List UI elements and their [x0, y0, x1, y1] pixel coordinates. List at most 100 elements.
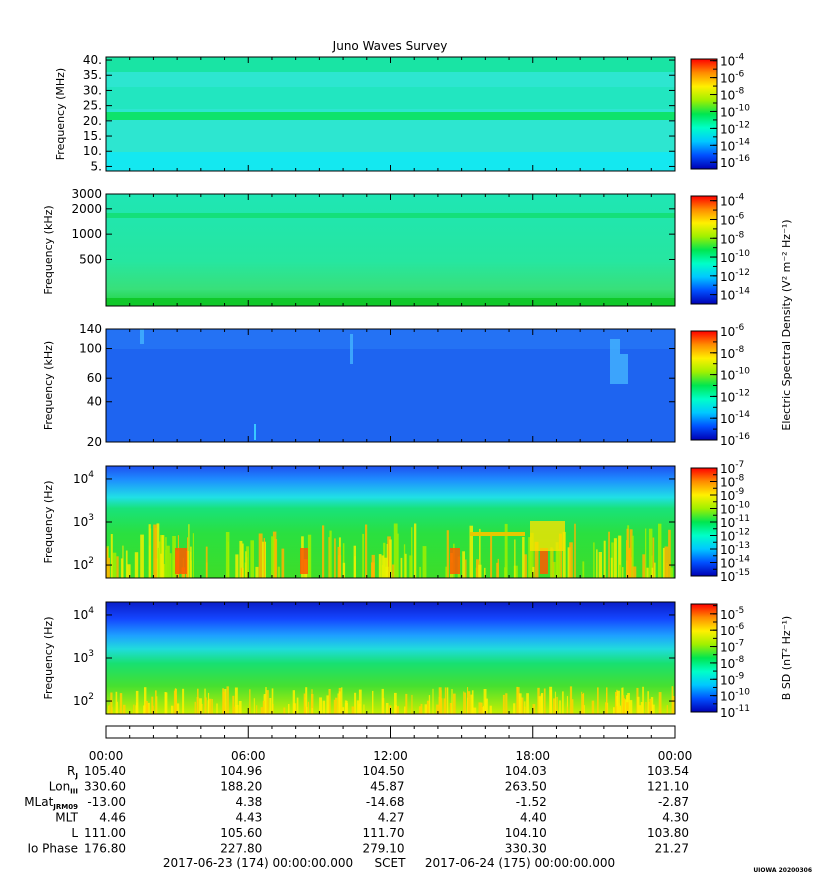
time-tick-label: 18:00 [515, 749, 550, 763]
colorbar-tick-exponent: -14 [735, 410, 750, 420]
y-tick-label: 20 [87, 435, 102, 449]
colorbar-tick-label: 10-5 [720, 606, 744, 622]
y-tick-label: 25. [83, 99, 102, 113]
ephemeris-label: L [71, 826, 78, 840]
colorbar-tick-label: 10-16 [720, 154, 750, 170]
y-axis-label: Frequency (MHz) [54, 68, 67, 160]
colorbar-tick-exponent: -6 [735, 622, 744, 632]
y-tick-label: 104 [73, 470, 94, 486]
ephemeris-value: 45.87 [370, 780, 404, 794]
ephemeris-value: 4.40 [520, 811, 547, 825]
date-end: 2017-06-24 (175) 00:00:00.000 [425, 856, 615, 870]
colorbar-gradient [691, 59, 717, 169]
colorbar-tick-label: 10-8 [720, 655, 745, 671]
ephemeris-value: 105.40 [84, 764, 126, 778]
colorbar-tick-exponent: -11 [735, 514, 750, 524]
ephemeris-label: MLatJRM09 [24, 795, 78, 811]
y-axis-label: Frequency (Hz) [42, 481, 55, 564]
ephemeris-value: 330.60 [84, 780, 126, 794]
y-tick-label: 10. [83, 144, 102, 158]
colorbar-tick-label: 10-10 [720, 249, 750, 265]
time-axis: 00:00 06:00 12:00 18:00 00:00 [89, 725, 693, 763]
y-tick-label: 20. [83, 114, 102, 128]
ephemeris-label-subscript: J [74, 772, 78, 780]
y-tick-label: 500 [79, 252, 102, 266]
colorbar-tick-exponent: -4 [735, 53, 744, 63]
colorbar-tick-label: 10-15 [720, 568, 750, 584]
ephemeris-value: 4.30 [662, 811, 689, 825]
ephemeris-label-subscript: JRM09 [52, 803, 78, 811]
y-tick-label: 140 [79, 322, 102, 336]
y-axis-label: Frequency (kHz) [42, 341, 55, 430]
colorbar-tick-label: 10-14 [720, 287, 750, 303]
colorbar-tick-exponent: -14 [735, 555, 750, 565]
colorbar-gradient [691, 604, 717, 712]
colorbar-tick-exponent: -12 [735, 528, 750, 538]
time-tick-label: 06:00 [231, 749, 266, 763]
ephemeris-value: 104.03 [505, 764, 547, 778]
spectrogram-panels: 40.35.30. 25.20.15.10.5. Frequency (MHz) 10… [42, 53, 793, 720]
colorbar-tick-label: 10-6 [720, 70, 745, 86]
colorbar-tick-label: 10-12 [720, 268, 750, 284]
ephemeris-value: 104.96 [220, 764, 262, 778]
ephemeris-value: 103.80 [647, 826, 689, 840]
date-line: 2017-06-23 (174) 00:00:00.000 SCET 2017-… [163, 856, 615, 870]
colorbar-tick-exponent: -10 [735, 367, 750, 377]
colorbar-tick-exponent: -8 [735, 345, 744, 355]
ephemeris-value: 104.50 [363, 764, 405, 778]
colorbar-label: B SD (nT² Hz⁻¹) [780, 616, 793, 700]
ephemeris-value: 4.46 [99, 811, 126, 825]
colorbar-tick-exponent: -6 [735, 323, 744, 333]
ephemeris-table: RJ 105.40 104.96 104.50 104.03 103.54 LonIII 33… [24, 764, 689, 856]
time-tick-label: 12:00 [373, 749, 408, 763]
colorbar-tick-exponent: -9 [735, 671, 744, 681]
colorbar-tick-exponent: -14 [735, 137, 750, 147]
ephemeris-value: 4.43 [236, 811, 263, 825]
colorbar-tick-label: 10-10 [720, 688, 750, 704]
ephemeris-value: 4.38 [236, 795, 263, 809]
colorbar-tick-label: 10-14 [720, 137, 750, 153]
colorbar-tick-exponent: -10 [735, 103, 750, 113]
colorbar-tick-exponent: -11 [735, 704, 750, 714]
colorbar-gradient [691, 196, 717, 304]
y-axis-label: Frequency (Hz) [42, 617, 55, 700]
time-tick-label: 00:00 [658, 749, 693, 763]
date-start: 2017-06-23 (174) 00:00:00.000 [163, 856, 353, 870]
y-tick-label: 40 [87, 395, 102, 409]
ephemeris-value: 176.80 [84, 842, 126, 856]
colorbar-tick-label: 10-6 [720, 211, 745, 227]
colorbar-hfr-low: 10-4 10-6 10-8 10-10 10-12 10-14 [690, 193, 750, 305]
colorbar-tick-exponent: -6 [735, 211, 744, 221]
colorbar-tick-label: 10-6 [720, 323, 745, 339]
y-tick-exponent: 2 [88, 692, 94, 702]
colorbar-tick-exponent: -14 [735, 287, 750, 297]
ephemeris-value: -2.87 [658, 795, 689, 809]
y-tick-exponent: 3 [88, 513, 94, 523]
y-tick-exponent: 4 [88, 606, 94, 616]
ephemeris-value: 21.27 [655, 842, 689, 856]
ephemeris-value: 111.70 [363, 826, 405, 840]
colorbar-tick-exponent: -9 [735, 487, 744, 497]
panel-hfr-high: 40.35.30. 25.20.15.10.5. Frequency (MHz) 10… [54, 53, 750, 174]
colorbar-tick-label: 10-7 [720, 639, 744, 655]
colorbar-lfr-high: 10-6 10-8 10-10 10-12 10-14 10-16 [690, 323, 750, 448]
ephemeris-label: RJ [67, 764, 78, 780]
y-tick-exponent: 4 [88, 470, 94, 480]
colorbar-tick-label: 10-11 [720, 704, 750, 720]
ephemeris-value: 111.00 [84, 826, 126, 840]
spectrogram-lfr-high [106, 329, 675, 442]
colorbar-tick-label: 10-12 [720, 388, 750, 404]
colorbar-tick-label: 10-4 [720, 193, 745, 209]
colorbar-tick-label: 10-8 [720, 87, 745, 103]
spectrogram-hfr-high [106, 57, 675, 171]
colorbar-tick-exponent: -10 [735, 688, 750, 698]
y-tick-label: 104 [73, 606, 94, 622]
ephemeris-value: -1.52 [516, 795, 547, 809]
time-tick-label: 00:00 [89, 749, 124, 763]
ephemeris-value: -14.68 [366, 795, 405, 809]
colorbar-tick-exponent: -13 [735, 541, 750, 551]
